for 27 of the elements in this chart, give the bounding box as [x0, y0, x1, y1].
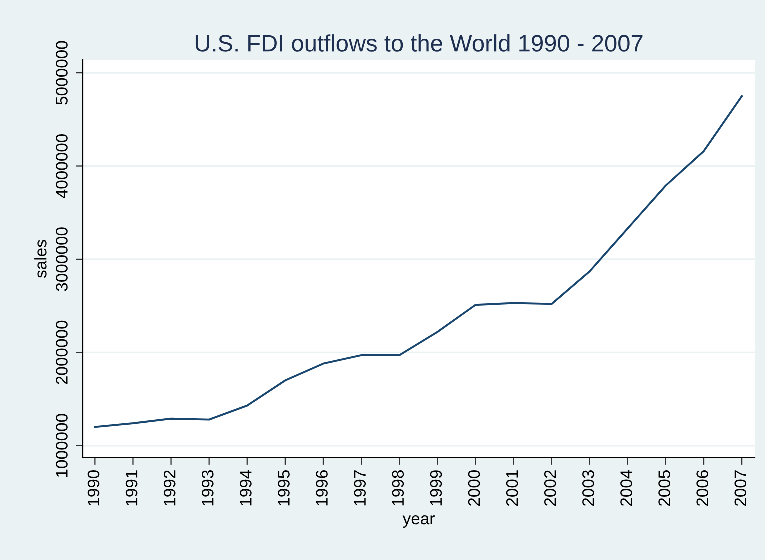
x-tick-label: 1990: [88, 470, 100, 506]
y-tick-label: 2000000: [56, 320, 68, 384]
x-tick-label: 1999: [430, 470, 442, 506]
x-tick-label: 1998: [392, 470, 404, 506]
x-tick-label: 2006: [696, 470, 708, 506]
x-tick-label: 2007: [734, 470, 747, 506]
x-tick-label: 2003: [582, 470, 594, 506]
x-tick-label: 1994: [240, 470, 252, 506]
y-axis-title: sales: [34, 240, 47, 278]
x-tick-label: 2004: [620, 470, 632, 506]
x-tick-label: 2005: [658, 470, 670, 506]
chart-title: U.S. FDI outflows to the World 1990 - 2007: [196, 34, 643, 52]
x-tick-label: 2002: [544, 470, 556, 506]
y-tick-label: 4000000: [56, 134, 68, 198]
y-tick-label: 3000000: [56, 228, 68, 292]
x-tick-label: 1997: [354, 470, 366, 506]
x-tick-label: 1996: [316, 470, 328, 506]
y-tick-label: 5000000: [56, 41, 68, 105]
x-axis-title: year: [402, 516, 435, 528]
line-series: [94, 95, 744, 428]
x-tick-label: 2000: [468, 470, 480, 506]
x-tick-label: 1993: [202, 470, 214, 506]
x-tick-label: 1992: [164, 470, 176, 506]
x-tick-label: 1995: [278, 470, 290, 506]
x-tick-label: 1991: [126, 470, 138, 506]
y-tick-label: 1000000: [56, 414, 68, 478]
x-tick-label: 2001: [506, 470, 518, 506]
